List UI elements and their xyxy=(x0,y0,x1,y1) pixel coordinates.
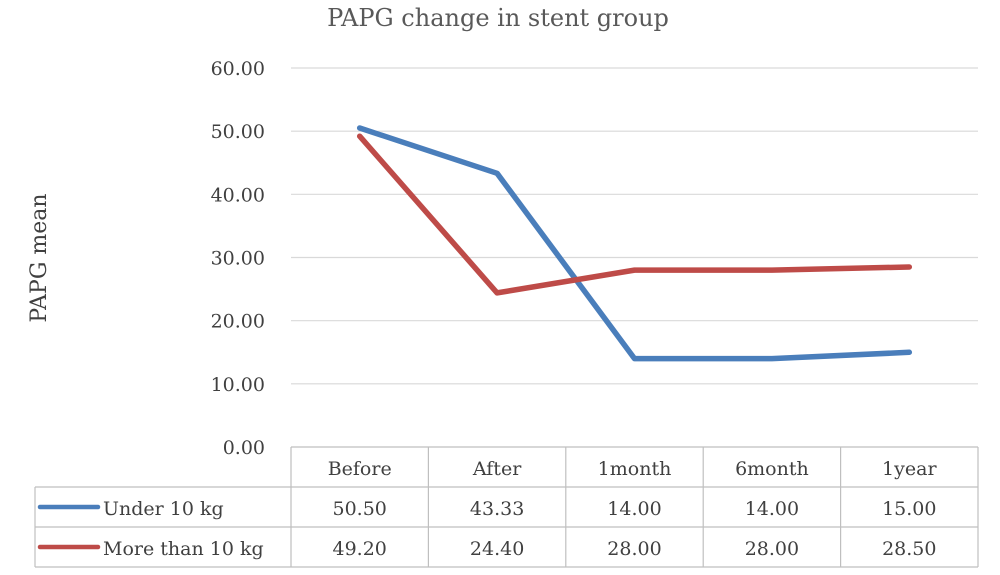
y-tick-labels: 0.00 10.00 20.00 30.00 40.00 50.00 60.00 xyxy=(211,58,265,459)
gridlines xyxy=(291,67,978,385)
x-category-label: 6month xyxy=(735,458,809,480)
x-category-label: Before xyxy=(328,458,392,480)
table-cell-value: 14.00 xyxy=(745,498,799,520)
table-cell-value: 15.00 xyxy=(882,498,936,520)
x-category-label: 1year xyxy=(882,458,937,480)
series-lines xyxy=(356,125,913,362)
x-category-label: 1month xyxy=(598,458,672,480)
y-axis-label: PAPG mean xyxy=(27,193,52,322)
chart-title: PAPG change in stent group xyxy=(327,4,669,32)
series-line xyxy=(356,125,913,362)
y-tick-label: 10.00 xyxy=(211,374,265,396)
table-cell-value: 28.00 xyxy=(745,538,799,560)
y-tick-label: 0.00 xyxy=(223,437,265,459)
x-category-label: After xyxy=(472,458,522,480)
table-cell-value: 28.50 xyxy=(882,538,936,560)
y-tick-label: 50.00 xyxy=(211,121,265,143)
data-table: Before After 1month 6month 1year Under 10 kg 5… xyxy=(34,446,979,568)
table-cell-value: 50.50 xyxy=(332,498,386,520)
y-tick-label: 30.00 xyxy=(211,248,265,270)
y-tick-label: 40.00 xyxy=(211,184,265,206)
y-tick-label: 20.00 xyxy=(211,311,265,333)
y-tick-label: 60.00 xyxy=(211,58,265,80)
table-cell-value: 14.00 xyxy=(607,498,661,520)
table-cell-value: 24.40 xyxy=(470,538,524,560)
series-line xyxy=(356,133,913,296)
legend-label: More than 10 kg xyxy=(103,538,264,560)
table-cell-value: 28.00 xyxy=(607,538,661,560)
legend-label: Under 10 kg xyxy=(103,498,224,520)
table-cell-value: 43.33 xyxy=(470,498,524,520)
table-cell-value: 49.20 xyxy=(332,538,386,560)
